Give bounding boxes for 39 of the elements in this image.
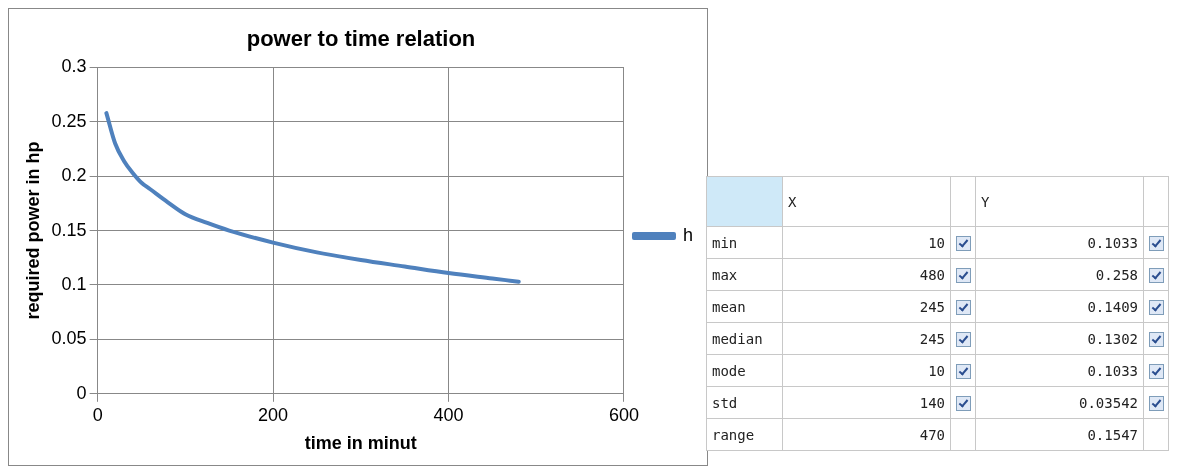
x-axis-title: time in minut <box>304 433 417 454</box>
data-label: 0.1033 <box>975 226 1144 259</box>
data-label: 10 <box>782 226 951 259</box>
chart-title: power to time relation <box>246 26 476 52</box>
data-label: 0.1547 <box>975 418 1144 451</box>
y-tick-label: 0.1 <box>61 273 87 294</box>
legend-label: h <box>682 224 693 245</box>
y-tick-label: 0.3 <box>61 56 87 77</box>
x-tick-label: 400 <box>433 404 464 425</box>
y-tick-label: 0.15 <box>51 219 87 240</box>
x-tick-label: 200 <box>258 404 289 425</box>
category-label: median <box>706 322 783 355</box>
text: Y <box>975 176 1144 227</box>
data-label: 0.1302 <box>975 322 1144 355</box>
series-label: X <box>782 176 951 227</box>
category-label: range <box>706 418 783 451</box>
category-label: mode <box>706 354 783 387</box>
category-label: max <box>706 258 783 291</box>
data-label: 0.1409 <box>975 290 1144 323</box>
x-tick-label: 600 <box>608 404 640 425</box>
category-label: min <box>706 226 783 259</box>
data-label: 0.03542 <box>975 386 1144 419</box>
y-tick-label: 0 <box>76 382 87 403</box>
x-tick-label: 0 <box>92 404 103 425</box>
data-label: 245 <box>782 290 951 323</box>
category-label: std <box>706 386 783 419</box>
line-series <box>104 111 521 284</box>
y-tick-label: 0.05 <box>51 328 87 349</box>
y-tick-label: 0.2 <box>61 165 87 186</box>
data-label: 470 <box>782 418 951 451</box>
data-label: 140 <box>782 386 951 419</box>
data-label: 0.258 <box>975 258 1144 291</box>
y-tick-label: 0.25 <box>51 110 87 131</box>
data-label: 10 <box>782 354 951 387</box>
data-label: 245 <box>782 322 951 355</box>
data-label: 480 <box>782 258 951 291</box>
data-label: 0.1033 <box>975 354 1144 387</box>
y-axis-title: required power in hp <box>22 141 43 320</box>
category-label: mean <box>706 290 783 323</box>
